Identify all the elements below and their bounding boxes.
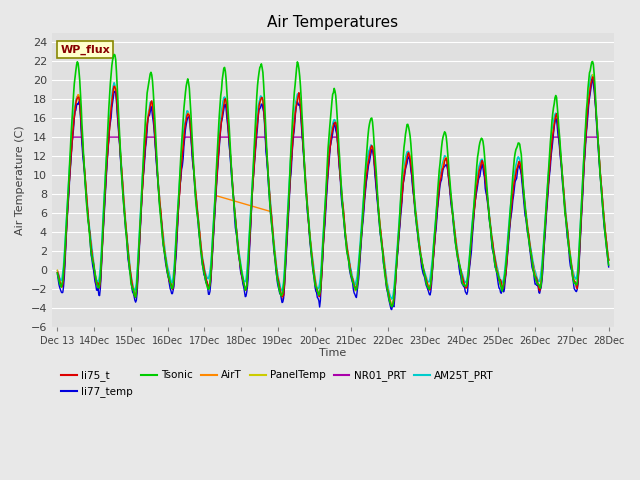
- Text: WP_flux: WP_flux: [60, 44, 110, 55]
- Y-axis label: Air Temperature (C): Air Temperature (C): [15, 125, 25, 235]
- X-axis label: Time: Time: [319, 348, 347, 358]
- Legend: li75_t, li77_temp, Tsonic, AirT, PanelTemp, NR01_PRT, AM25T_PRT: li75_t, li77_temp, Tsonic, AirT, PanelTe…: [57, 366, 498, 402]
- Title: Air Temperatures: Air Temperatures: [268, 15, 399, 30]
